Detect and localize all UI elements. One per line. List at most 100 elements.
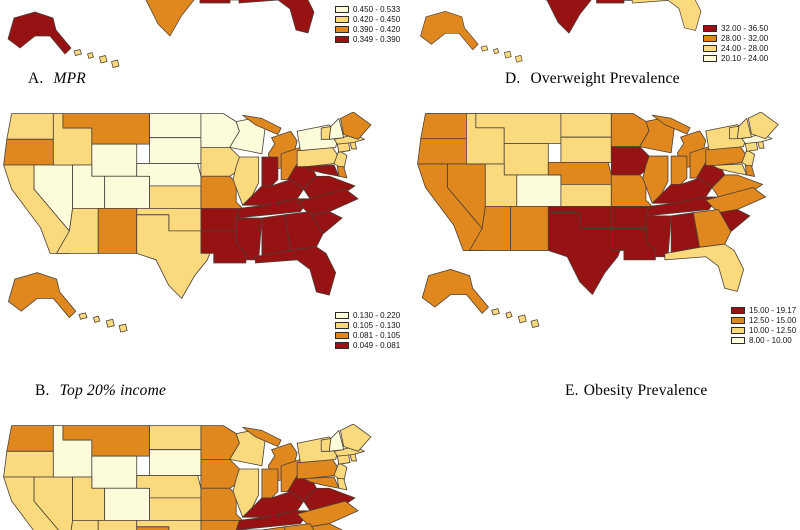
legend-color-chip: [335, 312, 349, 319]
us-choropleth-obesity: [417, 112, 779, 328]
state-KS: [149, 497, 202, 521]
legend-item: 0.130 - 0.220: [335, 310, 401, 320]
legend-color-chip: [703, 45, 717, 52]
caption-letter: A.: [28, 70, 44, 87]
caption-letter: E.: [565, 382, 579, 399]
state-SD: [149, 137, 202, 164]
state-KS: [560, 183, 612, 207]
legend-range-label: 0.420 - 0.450: [353, 14, 401, 24]
us-choropleth-bottom: [3, 424, 372, 530]
caption-title: Top 20% income: [59, 382, 167, 399]
legend-range-label: 0.450 - 0.533: [353, 4, 401, 14]
state-IN: [670, 155, 688, 185]
state-AZ: [469, 206, 511, 251]
state-WA: [6, 113, 54, 140]
map-top-20-income: [2, 112, 387, 353]
state-DE: [744, 165, 756, 177]
state-HI: [504, 50, 512, 59]
state-HI: [118, 323, 128, 333]
legend-color-chip: [731, 327, 745, 334]
state-HI: [517, 314, 527, 324]
legend-mpr: 0.450 - 0.533 0.420 - 0.450 0.390 - 0.420 0…: [333, 4, 403, 44]
legend-range-label: 8.00 - 10.00: [749, 335, 792, 345]
state-IA: [200, 146, 240, 177]
state-AR: [200, 519, 240, 530]
state-MI: [651, 114, 691, 135]
us-choropleth-overweight: [420, 0, 702, 63]
state-WY: [91, 143, 138, 177]
state-MD: [303, 476, 340, 489]
state-WY: [503, 143, 549, 176]
legend-item: 0.349 - 0.390: [335, 35, 400, 43]
state-AK: [421, 268, 489, 314]
state-WY: [91, 455, 138, 489]
state-MD: [711, 163, 748, 176]
state-HI: [480, 45, 489, 52]
state-SD: [149, 449, 202, 476]
legend-color-chip: [731, 317, 745, 324]
state-HI: [493, 48, 500, 55]
state-DE: [336, 166, 348, 179]
state-TX: [136, 214, 215, 299]
state-AK: [8, 272, 77, 319]
legend-item: 8.00 - 10.00: [731, 335, 796, 345]
state-HI: [87, 52, 94, 59]
state-IA: [610, 146, 650, 176]
legend-range-label: 10.00 - 12.50: [749, 325, 797, 335]
legend-color-chip: [703, 35, 717, 42]
legend-item: 15.00 - 19.17: [731, 305, 797, 315]
state-OR: [3, 450, 54, 478]
legend-item: 32.00 - 36.50: [703, 24, 768, 32]
state-HI: [73, 49, 82, 56]
legend-item: 20.10 - 24.00: [703, 53, 769, 63]
state-IN: [261, 156, 279, 187]
state-AZ: [56, 207, 99, 254]
state-OR: [417, 138, 467, 165]
state-HI: [105, 318, 115, 328]
legend-item: 12.50 - 15.00: [731, 316, 796, 324]
us-choropleth-top20-income: [3, 112, 372, 333]
legend-top20-income: 0.130 - 0.220 0.105 - 0.130 0.081 - 0.105 0…: [333, 310, 403, 350]
us-choropleth-mpr: [7, 0, 315, 68]
state-TX: [144, 0, 195, 37]
legend-range-label: 20.10 - 24.00: [721, 53, 769, 63]
state-FL: [631, 0, 702, 31]
legend-item: 0.081 - 0.105: [335, 331, 400, 339]
caption-panel-d: D. Overweight Prevalence: [505, 70, 680, 88]
legend-item: 0.420 - 0.450: [335, 14, 401, 24]
caption-panel-e: E. Obesity Prevalence: [565, 382, 707, 400]
state-ME: [747, 112, 779, 140]
state-KS: [149, 185, 202, 209]
legend-color-chip: [335, 36, 349, 43]
state-CO: [516, 174, 562, 207]
state-FL: [238, 0, 315, 34]
legend-color-chip: [335, 16, 349, 23]
state-OR: [3, 138, 54, 166]
caption-letter: B.: [35, 382, 50, 399]
state-MS: [645, 215, 672, 258]
state-SD: [560, 136, 612, 163]
legend-range-label: 15.00 - 19.17: [749, 305, 797, 315]
state-NH: [736, 117, 752, 140]
state-ME: [340, 112, 372, 140]
caption-letter: D.: [505, 70, 521, 87]
state-ME: [340, 424, 372, 452]
state-AL: [261, 526, 286, 530]
state-HI: [93, 315, 101, 323]
legend-item: 0.390 - 0.420: [335, 25, 400, 33]
state-IN: [261, 468, 279, 499]
state-HI: [505, 311, 513, 319]
legend-item: 0.049 - 0.081: [335, 340, 401, 350]
state-TX: [544, 0, 592, 34]
legend-color-chip: [335, 332, 349, 339]
state-NH: [328, 430, 345, 452]
state-AR: [610, 206, 650, 229]
legend-item: 24.00 - 28.00: [703, 44, 768, 52]
legend-range-label: 0.130 - 0.220: [353, 310, 401, 320]
legend-item: 10.00 - 12.50: [731, 325, 797, 335]
legend-range-label: 0.049 - 0.081: [353, 340, 401, 350]
legend-item: 0.450 - 0.533: [335, 4, 401, 14]
map-overweight-prevalence: [415, 0, 745, 80]
state-FL: [664, 243, 744, 292]
